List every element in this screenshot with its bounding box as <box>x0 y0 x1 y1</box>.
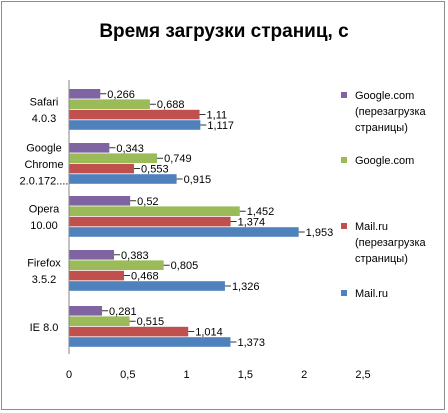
bar-4-3 <box>69 196 131 206</box>
x-tick-label: 2,5 <box>355 369 370 381</box>
bar-3-1 <box>69 316 130 326</box>
bar-1-3 <box>69 227 299 237</box>
data-label: 0,805 <box>171 260 199 272</box>
category-label: Opera 10.00 <box>29 204 60 233</box>
bar-4-2 <box>69 250 115 260</box>
legend-swatch <box>341 92 347 98</box>
category-label: Google Chrome 2.0.172.... <box>20 142 69 187</box>
legend-swatch <box>341 223 347 229</box>
bar-2-1 <box>69 326 189 337</box>
bar-1-1 <box>69 337 231 347</box>
data-label: 1,326 <box>232 281 260 293</box>
x-tick-label: 1 <box>184 369 190 381</box>
bar-4-5 <box>69 89 101 99</box>
data-label: 0,915 <box>184 174 212 186</box>
data-label: 0,52 <box>137 196 158 208</box>
category-label: IE 8.0 <box>30 322 59 334</box>
data-label: 0,749 <box>164 153 192 165</box>
data-label: 0,266 <box>107 89 135 101</box>
x-tick-label: 0 <box>66 369 72 381</box>
bar-3-4 <box>69 153 158 163</box>
category-label: Firefox 3.5.2 <box>27 258 61 287</box>
data-label: 1,373 <box>237 337 265 349</box>
bar-2-4 <box>69 163 135 174</box>
bar-4-1 <box>69 306 103 316</box>
bar-1-5 <box>69 120 201 130</box>
legend-entry: Mail.ru <box>355 288 388 300</box>
chart-title: Время загрузки страниц, с <box>99 21 349 42</box>
legend-entry: Mail.ru (перезагрузка страницы) <box>355 221 426 265</box>
data-label: 1,11 <box>207 110 228 122</box>
bar-1-4 <box>69 174 177 184</box>
bar-3-3 <box>69 206 240 216</box>
x-tick-label: 2 <box>301 369 307 381</box>
bar-2-3 <box>69 216 231 227</box>
data-label: 1,452 <box>247 206 275 218</box>
data-label: 0,383 <box>121 250 149 262</box>
bar-3-2 <box>69 260 164 270</box>
bar-3-5 <box>69 99 150 109</box>
data-label: 1,117 <box>207 120 234 132</box>
data-label: 0,281 <box>109 306 137 318</box>
legend-swatch <box>341 157 347 163</box>
legend-entry: Google.com (перезагрузка страницы) <box>355 90 426 134</box>
data-label: 1,374 <box>238 217 266 229</box>
data-label: 0,468 <box>131 271 159 283</box>
bar-2-2 <box>69 270 125 281</box>
bar-2-5 <box>69 109 200 120</box>
data-label: 1,953 <box>306 227 334 239</box>
category-label: Safari 4.0.3 <box>30 97 59 126</box>
bar-1-2 <box>69 281 225 291</box>
legend-swatch <box>341 290 347 296</box>
x-tick-label: 0,5 <box>120 369 135 381</box>
x-tick-label: 1,5 <box>238 369 253 381</box>
legend-entry: Google.com <box>355 155 414 167</box>
data-label: 0,515 <box>137 316 165 328</box>
bar-4-4 <box>69 143 110 153</box>
data-label: 0,343 <box>116 143 144 155</box>
data-label: 0,688 <box>157 99 185 111</box>
data-label: 0,553 <box>141 164 169 176</box>
data-label: 1,014 <box>195 327 223 339</box>
